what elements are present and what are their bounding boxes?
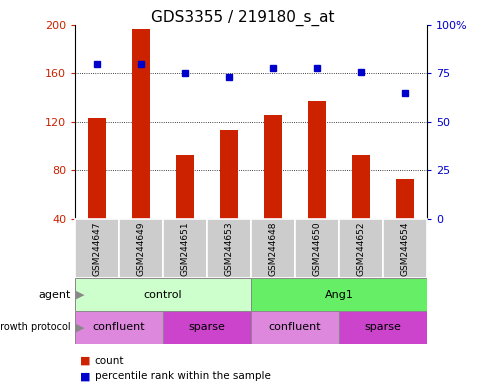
Bar [251,311,338,344]
Bar [207,219,251,278]
Bar [307,101,325,219]
Bar [338,219,382,278]
Bar [264,115,281,219]
Bar [251,219,294,278]
Text: GSM244648: GSM244648 [268,222,277,276]
Bar [132,28,150,219]
Text: control: control [143,290,182,300]
Text: GSM244649: GSM244649 [136,222,145,276]
Text: ▶: ▶ [76,290,85,300]
Bar [251,278,426,311]
Text: confluent: confluent [268,322,320,333]
Bar [294,219,338,278]
Text: percentile rank within the sample: percentile rank within the sample [94,371,270,381]
Bar [351,155,369,219]
Text: Ang1: Ang1 [324,290,353,300]
Bar [163,311,251,344]
Bar [88,118,106,219]
Bar [119,219,163,278]
Text: GSM244651: GSM244651 [180,221,189,276]
Bar [75,278,251,311]
Bar [395,179,413,219]
Text: count: count [94,356,124,366]
Text: ■: ■ [80,356,91,366]
Text: GDS3355 / 219180_s_at: GDS3355 / 219180_s_at [151,10,333,26]
Text: agent: agent [38,290,70,300]
Bar [176,155,194,219]
Text: GSM244653: GSM244653 [224,221,233,276]
Text: confluent: confluent [92,322,145,333]
Text: sparse: sparse [188,322,225,333]
Text: GSM244654: GSM244654 [399,222,408,276]
Bar [75,219,119,278]
Text: ■: ■ [80,371,91,381]
Text: GSM244652: GSM244652 [356,222,364,276]
Text: ▶: ▶ [76,322,85,333]
Bar [338,311,426,344]
Bar [75,311,163,344]
Text: GSM244647: GSM244647 [92,222,102,276]
Bar [382,219,426,278]
Text: sparse: sparse [363,322,400,333]
Bar [220,131,237,219]
Text: GSM244650: GSM244650 [312,221,321,276]
Text: growth protocol: growth protocol [0,322,70,333]
Bar [163,219,207,278]
